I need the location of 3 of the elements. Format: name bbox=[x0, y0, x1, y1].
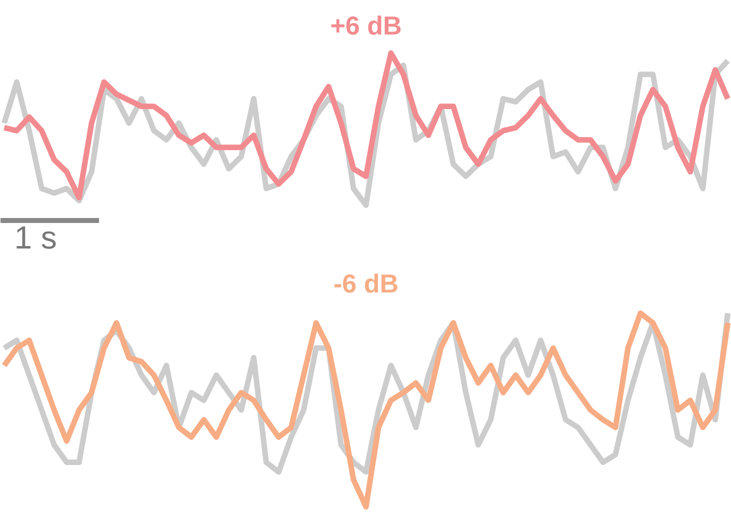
text: 1 s bbox=[14, 219, 57, 256]
chart-title: +6 dB bbox=[330, 10, 402, 40]
chart-title: -6 dB bbox=[334, 268, 398, 298]
